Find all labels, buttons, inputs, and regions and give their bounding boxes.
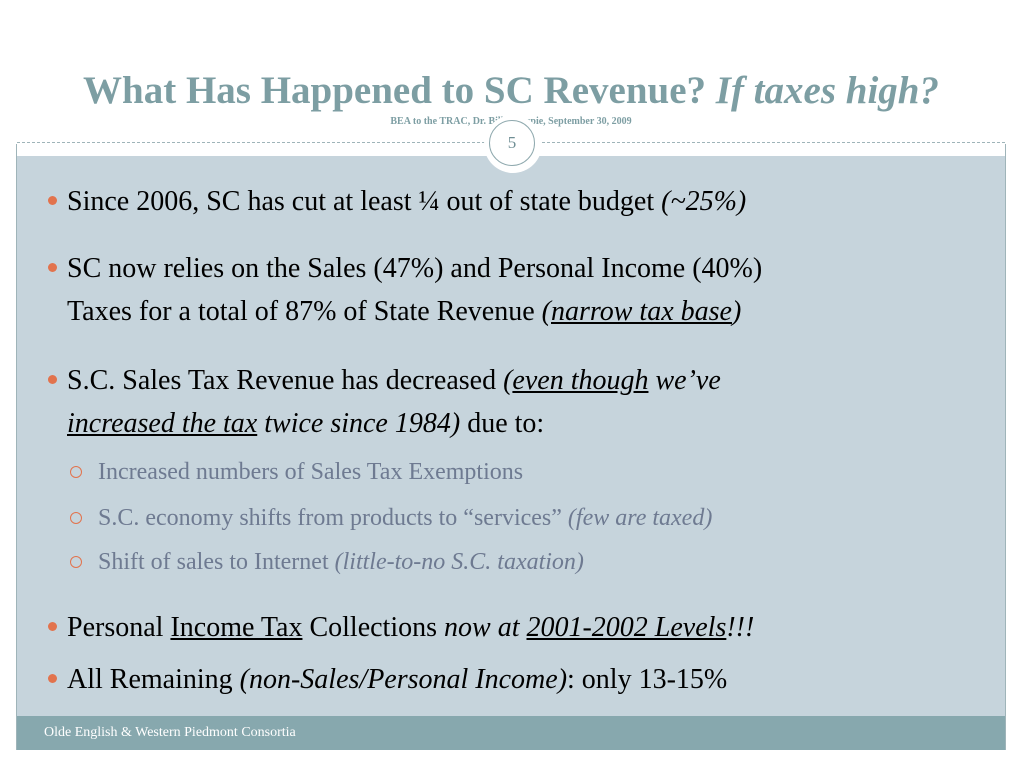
bullet-dot-icon bbox=[48, 263, 57, 272]
paren-open: ( bbox=[541, 296, 551, 327]
bullet-line-2: increased the tax twice since 1984) due … bbox=[67, 402, 992, 445]
bullet-text: All Remaining (non-Sales/Personal Income… bbox=[67, 658, 992, 701]
exclamation: !!! bbox=[726, 612, 755, 643]
paren-close: ) bbox=[731, 296, 742, 327]
subbullet-text: Shift of sales to Internet (little-to-no… bbox=[98, 545, 584, 579]
bullet-text-italic: (~25%) bbox=[661, 186, 747, 217]
bullet-pre: All Remaining bbox=[67, 664, 240, 695]
bullet-line-1: S.C. Sales Tax Revenue has decreased (ev… bbox=[67, 359, 992, 402]
subbullet-text: Increased numbers of Sales Tax Exemption… bbox=[98, 455, 523, 489]
bullet-line-2-text: Taxes for a total of 87% of State Revenu… bbox=[67, 296, 542, 327]
bullet-line-1-text: S.C. Sales Tax Revenue has decreased bbox=[67, 365, 504, 396]
subbullet-text-main: Increased numbers of Sales Tax Exemption… bbox=[98, 459, 524, 485]
footer-bar bbox=[17, 716, 1005, 750]
bullet-line-2: Taxes for a total of 87% of State Revenu… bbox=[67, 290, 992, 333]
bullet-text: Since 2006, SC has cut at least ¼ out of… bbox=[67, 180, 992, 223]
bullet-tail: due to: bbox=[460, 408, 545, 439]
hollow-circle-icon bbox=[70, 512, 82, 524]
bullet-text: S.C. Sales Tax Revenue has decreased (ev… bbox=[67, 359, 992, 445]
slide-number: 5 bbox=[489, 120, 535, 166]
bullet-line-1: SC now relies on the Sales (47%) and Per… bbox=[67, 253, 763, 284]
hollow-circle-icon bbox=[70, 556, 82, 568]
subbullet-text-italic: (little-to-no S.C. taxation) bbox=[334, 549, 584, 575]
subbullet-text-main: S.C. economy shifts from products to “se… bbox=[98, 505, 568, 531]
underlined-phrase-1: even though bbox=[512, 365, 649, 396]
italic-phrase-1: we’ve bbox=[648, 365, 721, 396]
bullet-dot-icon bbox=[48, 196, 57, 205]
underlined-phrase: Income Tax bbox=[170, 612, 303, 643]
italic-phrase: (non-Sales/Personal Income) bbox=[239, 664, 568, 695]
bullet-dot-icon bbox=[48, 375, 57, 384]
bullet-mid: Collections bbox=[302, 612, 445, 643]
bullet-text: Personal Income Tax Collections now at 2… bbox=[67, 606, 992, 649]
footer-text: Olde English & Western Piedmont Consorti… bbox=[44, 725, 296, 740]
underlined-italic-phrase: 2001-2002 Levels bbox=[526, 612, 727, 643]
subbullet-text: S.C. economy shifts from products to “se… bbox=[98, 501, 712, 535]
bullet-pre: Personal bbox=[67, 612, 171, 643]
bullet-tail: : only 13-15% bbox=[567, 664, 728, 695]
slide-title-italic: If taxes high? bbox=[715, 69, 939, 112]
paren-open: ( bbox=[503, 365, 513, 396]
italic-phrase-2: twice since 1984) bbox=[257, 408, 461, 439]
content-area bbox=[17, 156, 1005, 716]
underlined-phrase: narrow tax base bbox=[551, 296, 732, 327]
hollow-circle-icon bbox=[70, 466, 82, 478]
italic-phrase: now at bbox=[444, 612, 527, 643]
subbullet-text-italic: (few are taxed) bbox=[567, 505, 713, 531]
subbullet-text-main: Shift of sales to Internet bbox=[98, 549, 335, 575]
slide-title-main: What Has Happened to SC Revenue? bbox=[83, 69, 707, 112]
underlined-phrase-2: increased the tax bbox=[67, 408, 258, 439]
bullet-text: SC now relies on the Sales (47%) and Per… bbox=[67, 247, 992, 333]
bullet-dot-icon bbox=[48, 674, 57, 683]
bullet-text-main: Since 2006, SC has cut at least ¼ out of… bbox=[67, 186, 662, 217]
bullet-dot-icon bbox=[48, 622, 57, 631]
slide-title: What Has Happened to SC Revenue? If taxe… bbox=[16, 68, 1006, 113]
